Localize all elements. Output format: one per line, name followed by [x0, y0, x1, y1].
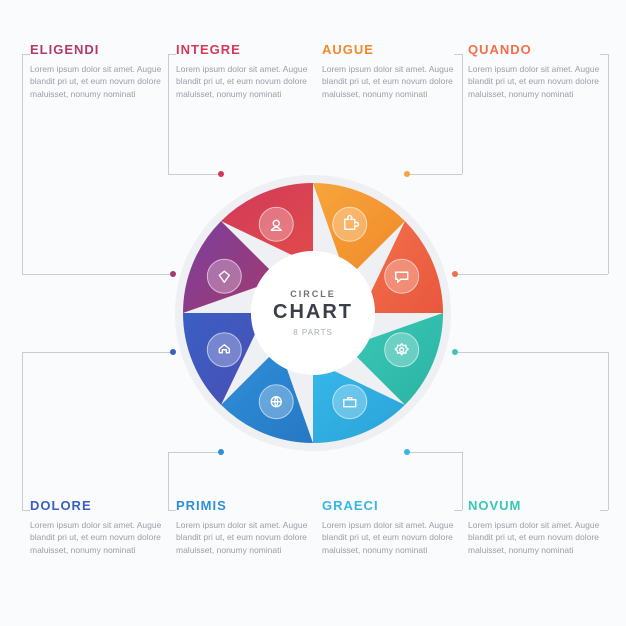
card-title: NOVUM — [468, 498, 600, 513]
connector — [454, 510, 462, 511]
connector — [168, 510, 176, 511]
chart-title: CHART — [273, 301, 353, 324]
card-title: ELIGENDI — [30, 42, 162, 57]
connector — [600, 510, 608, 511]
chart-subtitle: 8 PARTS — [273, 328, 353, 337]
card-body: Lorem ipsum dolor sit amet. Augue blandi… — [176, 519, 308, 556]
card-body: Lorem ipsum dolor sit amet. Augue blandi… — [30, 519, 162, 556]
connector — [456, 352, 608, 353]
card-body: Lorem ipsum dolor sit amet. Augue blandi… — [30, 63, 162, 100]
connector — [22, 274, 172, 275]
card-body: Lorem ipsum dolor sit amet. Augue blandi… — [176, 63, 308, 100]
connector — [456, 274, 608, 275]
card-primis: PRIMIS Lorem ipsum dolor sit amet. Augue… — [176, 498, 308, 556]
connector — [608, 54, 609, 274]
card-graeci: GRAECI Lorem ipsum dolor sit amet. Augue… — [322, 498, 454, 556]
connector — [454, 54, 462, 55]
connector — [22, 54, 23, 274]
circle-chart: CIRCLE CHART 8 PARTS — [163, 163, 463, 463]
connector — [168, 54, 176, 55]
card-novum: NOVUM Lorem ipsum dolor sit amet. Augue … — [468, 498, 600, 556]
card-body: Lorem ipsum dolor sit amet. Augue blandi… — [322, 63, 454, 100]
card-body: Lorem ipsum dolor sit amet. Augue blandi… — [322, 519, 454, 556]
connector — [22, 352, 23, 510]
icon-holder-quando — [385, 259, 419, 293]
connector — [608, 352, 609, 510]
icon-holder-novum — [385, 333, 419, 367]
icon-holder-eligendi — [207, 259, 241, 293]
icon-holder-integre — [259, 207, 293, 241]
connector — [22, 510, 30, 511]
connector — [462, 54, 463, 174]
chart-eyebrow: CIRCLE — [273, 289, 353, 299]
card-eligendi: ELIGENDI Lorem ipsum dolor sit amet. Aug… — [30, 42, 162, 100]
globe-icon — [271, 397, 281, 407]
icon-holder-graeci — [333, 385, 367, 419]
card-quando: QUANDO Lorem ipsum dolor sit amet. Augue… — [468, 42, 600, 100]
card-title: DOLORE — [30, 498, 162, 513]
card-body: Lorem ipsum dolor sit amet. Augue blandi… — [468, 63, 600, 100]
connector — [22, 54, 30, 55]
card-title: QUANDO — [468, 42, 600, 57]
card-title: PRIMIS — [176, 498, 308, 513]
card-title: INTEGRE — [176, 42, 308, 57]
connector — [600, 54, 608, 55]
connector — [168, 54, 169, 174]
card-integre: INTEGRE Lorem ipsum dolor sit amet. Augu… — [176, 42, 308, 100]
chart-center-label: CIRCLE CHART 8 PARTS — [273, 289, 353, 337]
card-title: GRAECI — [322, 498, 454, 513]
card-body: Lorem ipsum dolor sit amet. Augue blandi… — [468, 519, 600, 556]
card-dolore: DOLORE Lorem ipsum dolor sit amet. Augue… — [30, 498, 162, 556]
connector — [22, 352, 172, 353]
card-augue: AUGUE Lorem ipsum dolor sit amet. Augue … — [322, 42, 454, 100]
card-title: AUGUE — [322, 42, 454, 57]
icon-holder-augue — [333, 207, 367, 241]
